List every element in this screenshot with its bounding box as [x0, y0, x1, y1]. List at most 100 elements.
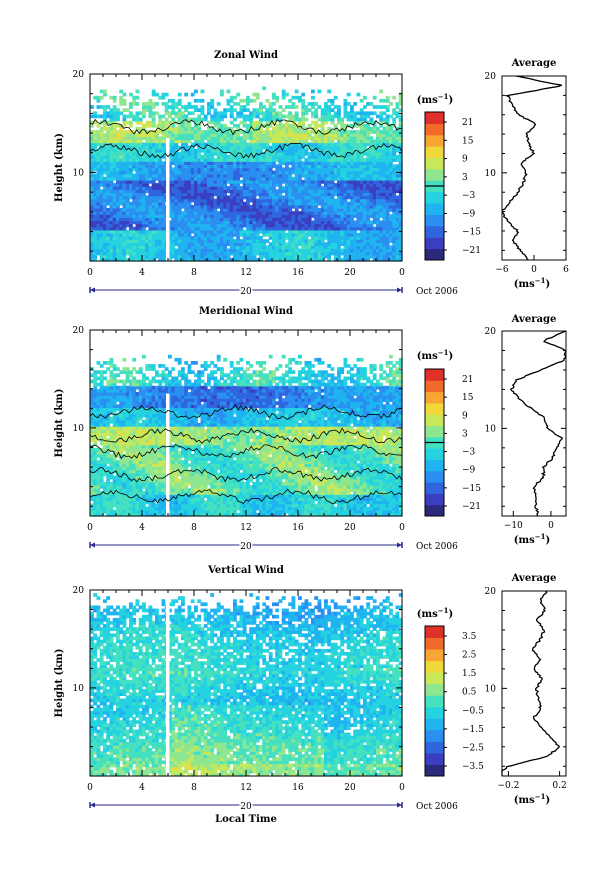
meridional-colorbar-swatch [425, 448, 444, 460]
vertical-xtick-label: 16 [292, 783, 304, 793]
zonal-colorbar-swatch [425, 134, 444, 147]
meridional-date-axis: 20 Oct 2006 [89, 541, 458, 554]
vertical-colorbar: (ms−1) 3.5 2.5 1.5 0.5 −0.5 −1.5 −2.5 −3.5 [417, 606, 484, 777]
zonal-units-label: (ms−1) [417, 92, 453, 107]
zonal-xtick-label: 12 [240, 268, 251, 278]
vertical-colorbar-swatch [425, 683, 444, 696]
meridional-colorbar: (ms−1) 21 15 9 3 −3 −9 −15 −21 [417, 348, 481, 517]
zonal-profile-xtick-label: 6 [563, 265, 569, 275]
zonal-xtick-label: 4 [139, 268, 145, 278]
vertical-profile-xtick-label: 0.2 [552, 781, 566, 791]
zonal-ytick-label: 20 [73, 70, 85, 80]
vertical-colorbar-swatch [425, 752, 444, 765]
vertical-colorbar-frame [424, 625, 445, 777]
meridional-colorbar-swatch [425, 493, 444, 506]
zonal-colorbar-swatch [425, 203, 444, 215]
panel-vertical: Vertical Wind 0 4 8 12 16 20 0 10 20 Height (km) Lo… [54, 565, 484, 825]
zonal-colorbar-swatch [425, 191, 444, 204]
meridional-xtick-label: 0 [399, 523, 405, 533]
zonal-colorbar-tick-label: −21 [462, 246, 481, 256]
zonal-profile-ticks [501, 75, 567, 260]
zonal-colorbar-tick-label: 9 [462, 155, 468, 165]
zonal-colorbar-tick-label: 3 [462, 173, 468, 183]
zonal-colorbar-tick-label: −9 [462, 209, 476, 219]
zonal-colorbar-swatch [425, 248, 444, 261]
vertical-xtick-label: 20 [344, 783, 356, 793]
meridional-zero-contours [89, 403, 403, 505]
meridional-profile-xtick-label: −10 [504, 521, 523, 531]
meridional-profile-ytick-label: 10 [485, 424, 497, 434]
vertical-units-label: (ms−1) [417, 606, 453, 621]
zonal-profile-title: Average [511, 58, 557, 69]
vertical-profile-frame [501, 590, 567, 777]
vertical-date-axis: 20 Oct 2006 [89, 801, 458, 814]
meridional-colorbar-swatch [425, 459, 444, 472]
meridional-heatmap [90, 354, 403, 517]
meridional-colorbar-swatch [425, 414, 444, 427]
vertical-colorbar-swatch [425, 672, 444, 685]
zonal-heatmap [90, 86, 403, 262]
zonal-profile-xlabel: (ms−1) [514, 276, 550, 291]
vertical-heatmap [90, 593, 403, 777]
vertical-xtick-label: 4 [139, 783, 145, 793]
vertical-colorbar-swatch [425, 706, 444, 719]
zonal-contour-line [89, 118, 403, 136]
meridional-colorbar-swatch [425, 380, 444, 393]
meridional-colorbar-tick-label: −9 [462, 466, 476, 476]
vertical-colorbar-swatch [425, 626, 444, 639]
panel-meridional: Meridional Wind 0 4 8 12 16 20 0 10 20 Height (km)… [54, 306, 481, 554]
zonal-data-gap [166, 137, 170, 261]
vertical-colorbar-swatch [425, 741, 444, 754]
zonal-profile-line [501, 75, 563, 261]
vertical-data-gap [166, 590, 170, 776]
vertical-xtick-label: 8 [191, 783, 197, 793]
vertical-profile-ytick-label: 20 [485, 587, 497, 597]
zonal-colorbar-swatch [425, 214, 444, 227]
vertical-colorbar-tick-label: −3.5 [462, 762, 484, 772]
meridional-contour-line [89, 466, 403, 483]
zonal-profile-ytick-label: 20 [485, 72, 497, 82]
zonal-colorbar-swatch [425, 123, 444, 136]
meridional-profile-title: Average [511, 314, 557, 325]
meridional-colorbar-swatch [425, 470, 444, 483]
vertical-ytick-label: 20 [73, 586, 85, 596]
zonal-colorbar-swatch [425, 168, 444, 181]
zonal-ytick-label: 10 [73, 168, 85, 178]
meridional-colorbar-tick-label: 9 [462, 411, 468, 421]
zonal-xtick-label: 0 [399, 268, 405, 278]
meridional-profile-line [509, 330, 567, 517]
meridional-xtick-label: 20 [344, 523, 356, 533]
meridional-contour-line [89, 488, 403, 505]
vertical-colorbar-swatch [425, 718, 444, 731]
meridional-colorbar-tick-label: −3 [462, 448, 476, 458]
meridional-profile-frame [501, 330, 567, 517]
meridional-xtick-label: 4 [139, 523, 145, 533]
meridional-day-label: 20 [240, 542, 252, 552]
meridional-data-gap [166, 393, 170, 516]
vertical-colorbar-swatch [425, 637, 444, 650]
zonal-colorbar-swatch [425, 225, 444, 238]
meridional-xtick-label: 16 [292, 523, 304, 533]
zonal-zero-contours [89, 118, 403, 159]
meridional-xtick-label: 12 [240, 523, 251, 533]
vertical-xtick-label: 0 [399, 783, 405, 793]
vertical-ytick-label: 10 [73, 684, 85, 694]
vertical-ticks [89, 589, 403, 776]
zonal-colorbar-tick-label: −3 [462, 191, 476, 201]
vertical-colorbar-tick-label: −1.5 [462, 725, 484, 735]
vertical-colorbar-tick-label: −0.5 [462, 706, 484, 716]
vertical-colorbar-swatch [425, 695, 444, 708]
meridional-colorbar-tick-label: 21 [462, 375, 473, 385]
meridional-ticks [89, 329, 403, 516]
zonal-colorbar-swatch [425, 146, 444, 159]
vertical-colorbar-tick-label: 1.5 [462, 669, 477, 679]
vertical-profile-title: Average [511, 573, 557, 584]
meridional-contour-line [89, 427, 403, 444]
meridional-profile-ytick-label: 20 [485, 327, 497, 337]
meridional-contour-line [89, 403, 403, 421]
zonal-date-label: Oct 2006 [416, 287, 458, 297]
zonal-colorbar: (ms−1) 21 15 9 3 −3 −9 −15 −21 [417, 92, 481, 261]
vertical-xtick-label: 0 [87, 783, 93, 793]
zonal-profile-xtick-label: −6 [495, 265, 509, 275]
